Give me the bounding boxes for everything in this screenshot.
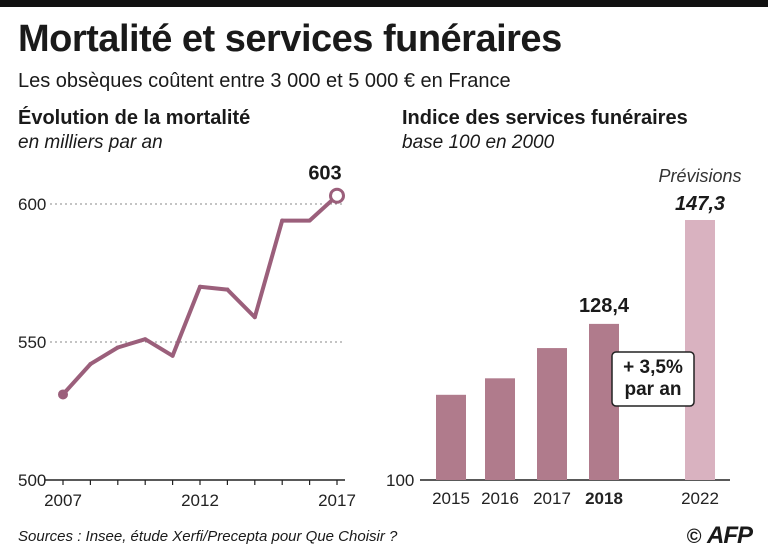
page-title: Mortalité et services funéraires: [18, 18, 562, 60]
index-value-label: 147,3: [675, 193, 725, 215]
mortality-y-tick-label: 600: [18, 195, 46, 214]
agency-credit: © AFP: [686, 522, 753, 550]
copyright-symbol: ©: [686, 526, 702, 548]
mortality-chart-subtitle: en milliers par an: [18, 132, 163, 153]
mortality-y-tick-label: 550: [18, 333, 46, 352]
funeral-index-chart-subtitle: base 100 en 2000: [402, 132, 555, 153]
funeral-index-chart-title: Indice des services funéraires: [402, 107, 688, 129]
index-category-label: 2018: [585, 489, 623, 508]
index-category-label: 2017: [533, 489, 571, 508]
index-value-label: 128,4: [579, 295, 630, 317]
mortality-point: [225, 287, 230, 292]
mortality-y-tick-label: 500: [18, 471, 46, 490]
growth-annotation-text: + 3,5%: [623, 357, 683, 378]
forecast-label: Prévisions: [658, 166, 741, 186]
mortality-point: [143, 337, 148, 342]
index-bar: [436, 394, 466, 480]
mortality-point: [329, 187, 345, 204]
index-bar: [537, 348, 567, 480]
mortality-point: [88, 362, 93, 367]
index-category-label: 2016: [481, 489, 519, 508]
growth-annotation-text: par an: [624, 379, 681, 400]
index-category-label: 2022: [681, 489, 719, 508]
mortality-x-tick-label: 2017: [318, 491, 356, 510]
growth-annotation-box: [611, 351, 695, 407]
top-rule: [0, 0, 768, 7]
mortality-value-label: 603: [308, 163, 341, 185]
index-y-tick-label: 100: [386, 471, 414, 490]
afp-logo: AFP: [707, 522, 753, 549]
mortality-point: [115, 345, 120, 350]
mortality-x-tick-label: 2012: [181, 491, 219, 510]
mortality-chart-title: Évolution de la mortalité: [18, 107, 251, 129]
index-bar: [685, 220, 715, 480]
index-bar: [485, 378, 515, 480]
mortality-point: [170, 353, 175, 358]
mortality-point: [252, 315, 257, 320]
mortality-point: [58, 389, 68, 400]
source-note: Sources : Insee, étude Xerfi/Precepta po…: [18, 528, 398, 545]
mortality-point: [307, 218, 312, 223]
mortality-point: [280, 218, 285, 223]
mortality-x-tick-label: 2007: [44, 491, 82, 510]
index-category-label: 2015: [432, 489, 470, 508]
mortality-series-line: [61, 193, 339, 397]
mortality-point: [198, 284, 202, 289]
page-subtitle: Les obsèques coûtent entre 3 000 et 5 00…: [18, 70, 511, 92]
